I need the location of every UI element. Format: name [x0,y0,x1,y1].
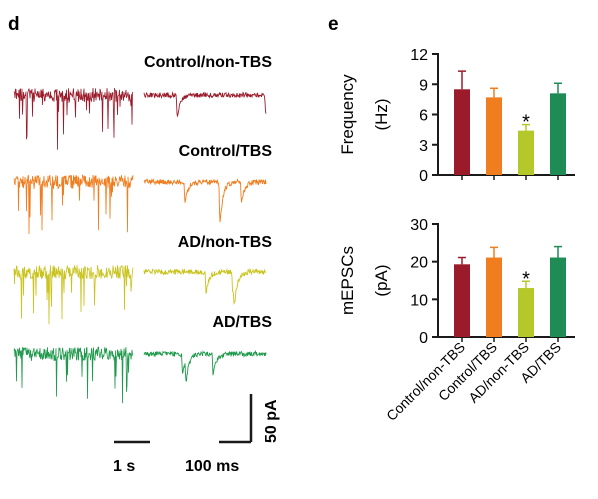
bar [518,288,534,337]
long-trace [13,174,134,235]
time-scale-label-short: 100 ms [185,458,239,475]
y-axis-unit: (pA) [372,264,391,296]
condition-label: Control/non-TBS [144,54,272,71]
y-tick-label: 3 [419,138,428,155]
y-tick-label: 0 [419,330,428,347]
condition-label: Control/TBS [179,143,273,160]
short-trace [143,91,267,117]
bar [550,93,566,175]
panel-e-letter: e [328,14,339,35]
bar [518,130,534,175]
long-trace [13,346,134,404]
bar [486,257,502,337]
scale-bars [114,394,253,444]
amplitude-scale-label: 50 pA [263,399,280,443]
category-labels: Control/non-TBSControl/TBSAD/non-TBSAD/T… [383,339,564,424]
long-trace [13,87,134,150]
bar [486,97,502,175]
condition-label: AD/TBS [212,314,272,331]
bar [454,264,470,337]
time-scale-label-long: 1 s [113,458,135,475]
short-trace [143,178,267,223]
short-trace [143,267,267,306]
y-tick-label: 6 [419,108,428,125]
y-tick-label: 0 [419,168,428,185]
y-axis-title: Frequency [338,74,357,155]
bar [550,257,566,337]
y-tick-label: 20 [410,255,428,272]
frequency-chart: 0 3 6 9 12 Frequency (Hz) * [338,47,575,185]
y-tick-label: 9 [419,77,428,94]
condition-label: AD/non-TBS [178,234,273,251]
panel-d-letter: d [8,14,20,35]
y-axis-unit: (Hz) [372,98,391,130]
long-trace [13,264,134,325]
bar [454,89,470,175]
significance-star: * [522,112,530,134]
short-trace [143,349,267,382]
y-tick-label: 30 [410,217,428,234]
y-axis-title: mEPSCs [338,246,357,315]
mepsc-amplitude-chart: 0 10 20 30 mEPSCs (pA) * [338,217,575,347]
y-tick-label: 12 [410,47,428,64]
y-tick-label: 10 [410,292,428,309]
trace-panel: Control/non-TBS Control/TBS AD/non-TBS AD/T… [13,54,273,404]
significance-star: * [522,268,530,290]
